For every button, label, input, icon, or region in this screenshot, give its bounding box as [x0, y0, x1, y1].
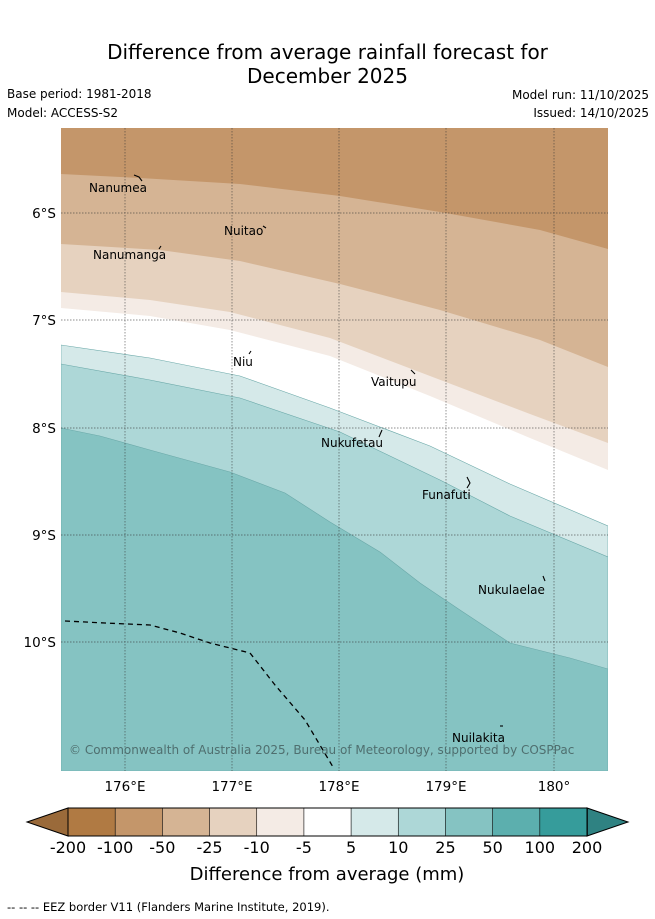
- colorbar-segment: [539, 807, 588, 837]
- lon-tick-label: 179°E: [425, 779, 466, 795]
- colorbar-segment: [209, 807, 258, 837]
- lat-tick-label: 9°S: [32, 528, 56, 544]
- colorbar-tick-label: -10: [244, 838, 270, 857]
- lon-tick-labels: 176°E 177°E 178°E 179°E 180°: [104, 779, 570, 795]
- colorbar-segment: [397, 807, 447, 837]
- lat-tick-label: 7°S: [32, 313, 56, 329]
- colorbar-segment: [445, 807, 494, 837]
- colorbar: -200 -100 -50 -25 -10 -5 5 10 25 50 100 200 Differe…: [25, 807, 630, 885]
- colorbar-tick-label: -50: [149, 838, 175, 857]
- island-nuitao: [262, 225, 267, 229]
- place-labels: Nanumea Nuitao Nanumanga Niu Vaitupu Nuk…: [89, 181, 545, 745]
- colorbar-title: Difference from average (mm): [190, 864, 465, 885]
- place-label: Nanumanga: [93, 248, 166, 262]
- colorbar-tick-label: -100: [97, 838, 133, 857]
- colorbar-low-arrow: [25, 807, 69, 837]
- colorbar-segment: [492, 807, 541, 837]
- island-nanumea: [133, 174, 143, 182]
- colorbar-segment: [350, 807, 400, 837]
- colorbar-segment: [162, 807, 211, 837]
- colorbar-tick-label: 10: [388, 838, 408, 857]
- colorbar-tick-label: 200: [572, 838, 603, 857]
- island-nukufetau: [378, 429, 383, 438]
- model-name: Model: ACCESS-S2: [7, 106, 119, 120]
- lon-tick-label: 178°E: [318, 779, 359, 795]
- forecast-map: Nanumea Nuitao Nanumanga Niu Vaitupu Nuk…: [24, 128, 630, 885]
- colorbar-frame: [67, 807, 588, 837]
- island-funafuti: [466, 476, 471, 489]
- place-label: Nuitao: [224, 224, 263, 238]
- lon-tick-label: 177°E: [211, 779, 252, 795]
- eez-legend-note: -- -- -- EEZ border V11 (Flanders Marine…: [7, 900, 330, 914]
- place-label: Funafuti: [422, 488, 471, 502]
- model-run: Model run: 11/10/2025: [511, 88, 649, 102]
- issued-date: Issued: 14/10/2025: [533, 106, 649, 120]
- lat-tick-labels: 6°S 7°S 8°S 9°S 10°S: [24, 206, 57, 651]
- island-nukulaelae: [542, 575, 546, 582]
- place-label: Nukufetau: [321, 436, 383, 450]
- place-label: Nanumea: [89, 181, 147, 195]
- colorbar-high-arrow: [586, 807, 630, 837]
- colorbar-tick-label: 50: [482, 838, 502, 857]
- island-vaitupu: [410, 369, 416, 375]
- colorbar-tick-label: 100: [525, 838, 556, 857]
- island-niu: [248, 350, 252, 355]
- rainfall-bands: [61, 128, 608, 771]
- lon-tick-label: 180°: [538, 779, 571, 795]
- colorbar-segment: [67, 807, 116, 837]
- lat-tick-label: 10°S: [24, 635, 57, 651]
- colorbar-segment: [256, 807, 305, 837]
- colorbar-tick-label: 5: [346, 838, 356, 857]
- title-line-1: Difference from average rainfall forecas…: [107, 40, 548, 64]
- colorbar-tick-label: 25: [435, 838, 455, 857]
- eez-border: [64, 620, 334, 768]
- colorbar-segment: [303, 807, 352, 837]
- copyright-notice: © Commonwealth of Australia 2025, Bureau…: [69, 743, 574, 757]
- band-plus-25: [61, 427, 608, 771]
- base-period: Base period: 1981-2018: [7, 87, 152, 101]
- colorbar-tick-labels: -200 -100 -50 -25 -10 -5 5 10 25 50 100 200: [50, 838, 602, 857]
- place-label: Nuilakita: [452, 731, 505, 745]
- place-label: Vaitupu: [371, 375, 417, 389]
- colorbar-tick-label: -5: [296, 838, 312, 857]
- title-line-2: December 2025: [247, 64, 408, 88]
- lat-tick-label: 8°S: [32, 421, 56, 437]
- island-marks: [133, 174, 546, 727]
- place-label: Nukulaelae: [478, 583, 545, 597]
- lon-tick-label: 176°E: [104, 779, 145, 795]
- colorbar-segment: [114, 807, 164, 837]
- lat-tick-label: 6°S: [32, 206, 56, 222]
- island-nanumanga: [158, 245, 162, 250]
- colorbar-tick-label: -25: [196, 838, 222, 857]
- place-label: Niu: [233, 355, 253, 369]
- gridlines: [61, 128, 608, 771]
- colorbar-segments: [67, 807, 588, 837]
- chart-title: Difference from average rainfall forecas…: [0, 40, 655, 88]
- colorbar-tick-label: -200: [50, 838, 86, 857]
